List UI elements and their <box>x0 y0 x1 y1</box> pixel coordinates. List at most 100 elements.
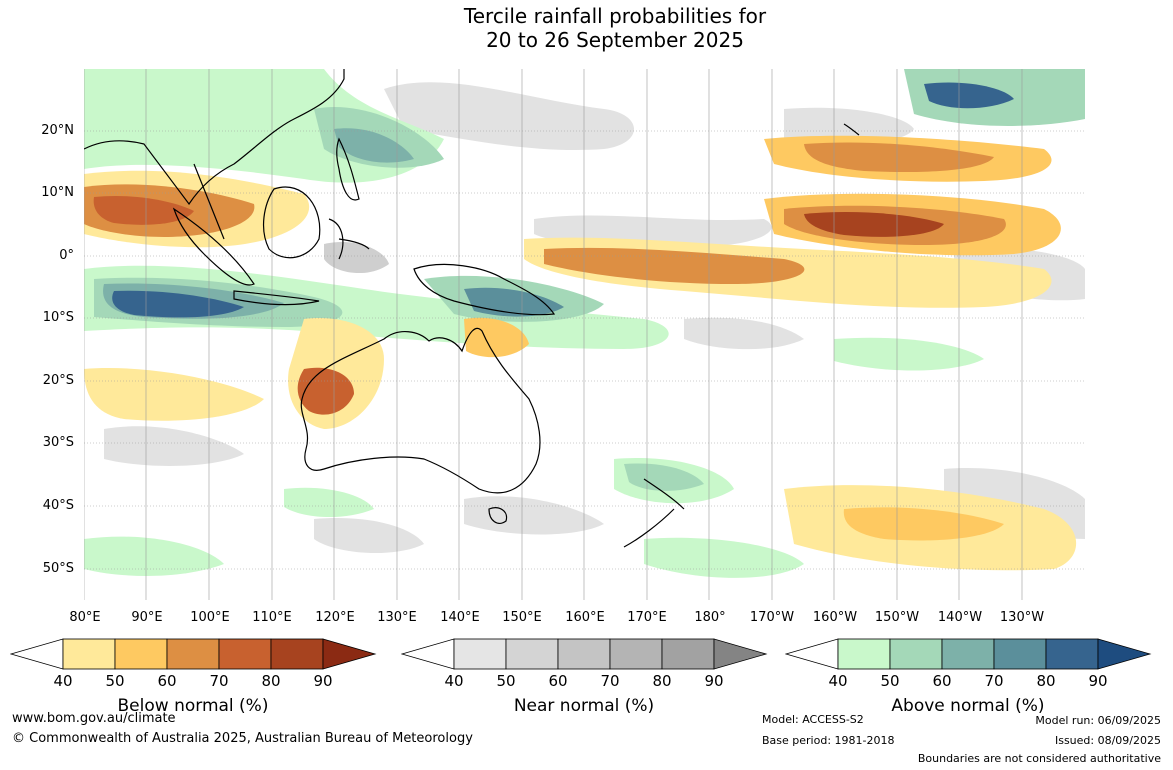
tasmania-coastline <box>488 507 508 524</box>
lat-label: 20°S <box>42 373 74 388</box>
lon-label: 160°E <box>565 610 605 625</box>
malay-peninsula-coastline <box>193 163 225 240</box>
map-title: Tercile rainfall probabilities for 20 to… <box>0 4 1173 52</box>
above-normal-colorbar <box>785 638 1152 670</box>
colorbar-tick: 80 <box>1036 672 1056 690</box>
lon-label: 80°E <box>69 610 101 625</box>
australia-coastline <box>300 327 541 494</box>
lon-label: 100°E <box>190 610 230 625</box>
lon-label: 110°E <box>252 610 292 625</box>
lon-label: 150°W <box>874 610 920 625</box>
above-normal-field <box>924 82 1014 109</box>
colorbar-tick: 40 <box>53 672 73 690</box>
near-normal-legend-title: Near normal (%) <box>513 696 655 716</box>
colorbar-tick: 60 <box>157 672 177 690</box>
colorbar-swatch <box>218 638 272 670</box>
model-run-text: Model run: 06/09/2025 <box>1035 714 1161 727</box>
colorbar-high-end <box>713 638 768 670</box>
disclaimer-text: Boundaries are not considered authoritat… <box>917 752 1161 765</box>
below-normal-field <box>93 195 194 225</box>
coastlines <box>84 69 860 548</box>
near-normal-field <box>784 107 914 145</box>
lat-label: 40°S <box>42 498 74 513</box>
above-normal-legend-title: Above normal (%) <box>891 696 1045 716</box>
lon-label: 130°E <box>377 610 417 625</box>
below-normal-field <box>544 247 805 284</box>
near-normal-colorbar <box>401 638 768 670</box>
colorbar-tick: 50 <box>105 672 125 690</box>
hawaii-coastline <box>843 123 860 136</box>
new-guinea-coastline <box>413 263 556 316</box>
colorbar-tick: 70 <box>984 672 1004 690</box>
colorbar-low-end <box>10 638 64 670</box>
colorbar-swatch <box>661 638 715 670</box>
probability-fields <box>84 69 1085 578</box>
colorbar-swatch <box>62 638 116 670</box>
near-normal-field <box>324 241 389 274</box>
near-colorbar-swatches <box>401 638 768 670</box>
title-line-2: 20 to 26 September 2025 <box>486 28 744 52</box>
below-normal-field <box>84 368 264 421</box>
colorbar-swatch <box>114 638 168 670</box>
colorbar-tick: 90 <box>313 672 333 690</box>
above-normal-field <box>624 463 704 491</box>
colorbar-swatch <box>453 638 507 670</box>
colorbar-tick: 80 <box>261 672 281 690</box>
below-normal-field <box>804 212 944 237</box>
near-normal-field <box>104 426 244 466</box>
colorbar-tick: 60 <box>932 672 952 690</box>
map-canvas <box>84 69 1085 600</box>
colorbar-tick: 50 <box>880 672 900 690</box>
sumatra-coastline <box>172 207 255 286</box>
colorbar-tick: 60 <box>548 672 568 690</box>
colorbar-swatch <box>609 638 663 670</box>
colorbar-swatch <box>941 638 995 670</box>
lon-label: 170°W <box>749 610 795 625</box>
colorbar-high-end <box>1097 638 1152 670</box>
colorbar-tick: 70 <box>600 672 620 690</box>
lon-label: 140°W <box>937 610 983 625</box>
above-colorbar-swatches <box>785 638 1152 670</box>
lat-label: 0° <box>59 248 74 263</box>
colorbar-swatch <box>557 638 611 670</box>
near-normal-field <box>314 518 424 554</box>
lat-label: 50°S <box>42 561 74 576</box>
issued-text: Issued: 08/09/2025 <box>1054 734 1161 747</box>
title-line-1: Tercile rainfall probabilities for <box>463 4 767 28</box>
colorbar-swatch <box>889 638 943 670</box>
lon-label: 170°E <box>627 610 667 625</box>
model-text: Model: ACCESS-S2 <box>762 713 864 726</box>
above-normal-field <box>334 128 414 163</box>
colorbar-tick: 80 <box>652 672 672 690</box>
lon-label: 140°E <box>440 610 480 625</box>
below-normal-field <box>804 142 994 173</box>
lon-label: 120°E <box>315 610 355 625</box>
lat-label: 30°S <box>42 435 74 450</box>
colorbar-tick: 90 <box>1088 672 1108 690</box>
colorbar-swatch <box>166 638 220 670</box>
above-normal-field <box>112 290 245 318</box>
philippines-coastline <box>336 137 360 201</box>
colorbar-low-end <box>401 638 455 670</box>
colorbar-swatch <box>1045 638 1099 670</box>
borneo-coastline <box>263 186 321 259</box>
graticule <box>84 69 1085 600</box>
asia-mainland-coastline <box>84 69 345 206</box>
copyright-text: © Commonwealth of Australia 2025, Austra… <box>12 731 473 746</box>
colorbar-tick: 40 <box>828 672 848 690</box>
sulawesi-coastline <box>328 218 370 260</box>
lon-label: 90°E <box>131 610 163 625</box>
website-link[interactable]: www.bom.gov.au/climate <box>12 711 176 726</box>
lat-label: 10°S <box>42 310 74 325</box>
lon-label: 180° <box>694 610 726 625</box>
lat-label: 10°N <box>41 185 74 200</box>
below-normal-legend-title: Below normal (%) <box>117 696 269 716</box>
colorbar-swatch <box>505 638 559 670</box>
colorbar-tick: 50 <box>496 672 516 690</box>
above-normal-field <box>284 487 374 518</box>
below-normal-field <box>843 507 1004 541</box>
lon-label: 160°W <box>812 610 858 625</box>
below-normal-colorbar <box>10 638 377 670</box>
near-normal-field <box>464 496 604 535</box>
base-period-text: Base period: 1981-2018 <box>762 734 895 747</box>
